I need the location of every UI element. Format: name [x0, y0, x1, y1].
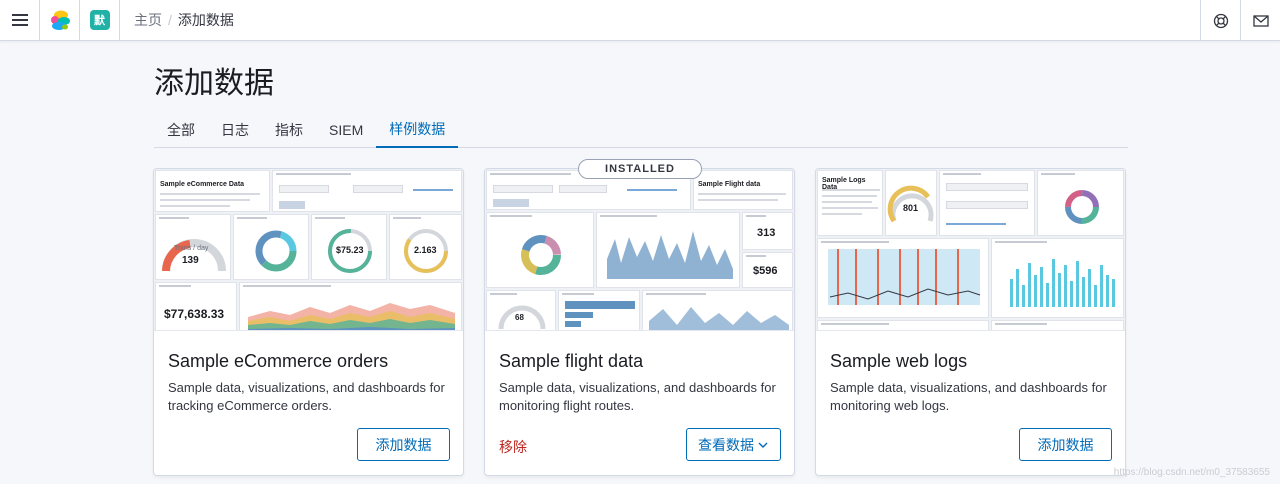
delays-value: 68 — [515, 313, 524, 322]
total-revenue-value: $77,638.33 — [164, 307, 225, 321]
tab-siem[interactable]: SIEM — [329, 122, 364, 138]
elastic-logo-icon — [50, 10, 70, 30]
preview-heading: Sample Logs Data — [822, 177, 866, 191]
total-flights-value: 313 — [757, 227, 776, 239]
watermark: https://blog.csdn.net/m0_37583655 — [1113, 467, 1270, 478]
card-description: Sample data, visualizations, and dashboa… — [499, 380, 776, 413]
flights-dashboard-preview: Sample Flight data 313 $596 — [485, 169, 794, 331]
mail-icon — [1252, 14, 1269, 27]
newsfeed-button[interactable] — [1240, 0, 1280, 41]
ecommerce-dashboard-preview: Sample eCommerce Data Trxns / day 139 — [154, 169, 463, 331]
sample-card-ecommerce: Sample eCommerce Data Trxns / day 139 — [153, 168, 464, 476]
sample-card-weblogs: Sample Logs Data 801 — [815, 168, 1126, 476]
add-data-button[interactable]: 添加数据 — [1019, 428, 1112, 461]
preview-heading: Sample Flight data — [698, 181, 761, 188]
gauge-label: Trxns / day — [174, 245, 209, 252]
avg-ticket-value: $596 — [753, 265, 778, 277]
menu-button[interactable] — [0, 0, 40, 41]
chevron-down-icon — [758, 442, 768, 448]
lifebuoy-icon — [1213, 13, 1228, 28]
top-header: 默 主页 / 添加数据 — [0, 0, 1280, 41]
tab-metrics[interactable]: 指标 — [275, 122, 303, 138]
card-description: Sample data, visualizations, and dashboa… — [830, 380, 1107, 413]
tab-sample-data[interactable]: 样例数据 — [376, 112, 459, 148]
card-title: Sample flight data — [499, 351, 644, 371]
remove-button[interactable]: 移除 — [499, 439, 527, 455]
breadcrumb-separator: / — [168, 12, 172, 28]
home-logo-button[interactable] — [40, 0, 80, 41]
sample-card-flights: Sample Flight data 313 $596 — [484, 168, 795, 476]
page-title: 添加数据 — [154, 67, 274, 100]
view-data-button[interactable]: 查看数据 — [686, 428, 781, 461]
breadcrumb-home[interactable]: 主页 — [134, 12, 162, 28]
breadcrumb-current: 添加数据 — [177, 12, 234, 28]
tab-all[interactable]: 全部 — [167, 122, 195, 138]
installed-badge: INSTALLED — [578, 159, 702, 179]
space-avatar: 默 — [89, 10, 110, 30]
help-button[interactable] — [1200, 0, 1240, 41]
avg-sales-value: $75.23 — [336, 245, 364, 255]
preview-heading: Sample eCommerce Data — [160, 181, 245, 188]
gauge-value: 139 — [182, 255, 199, 266]
tab-logs[interactable]: 日志 — [221, 122, 249, 138]
avg-items-value: 2.163 — [414, 245, 437, 255]
weblogs-dashboard-preview: Sample Logs Data 801 — [816, 169, 1125, 331]
view-data-label: 查看数据 — [698, 436, 754, 453]
tab-bar: 全部 日志 指标 SIEM 样例数据 — [154, 112, 1128, 148]
card-title: Sample eCommerce orders — [168, 351, 389, 371]
hamburger-icon — [11, 14, 28, 26]
card-description: Sample data, visualizations, and dashboa… — [168, 380, 445, 413]
space-selector[interactable]: 默 — [80, 0, 120, 41]
unique-visitors-value: 801 — [903, 203, 919, 213]
card-title: Sample web logs — [830, 351, 968, 371]
breadcrumb: 主页 / 添加数据 — [134, 10, 234, 30]
add-data-button[interactable]: 添加数据 — [357, 428, 450, 461]
